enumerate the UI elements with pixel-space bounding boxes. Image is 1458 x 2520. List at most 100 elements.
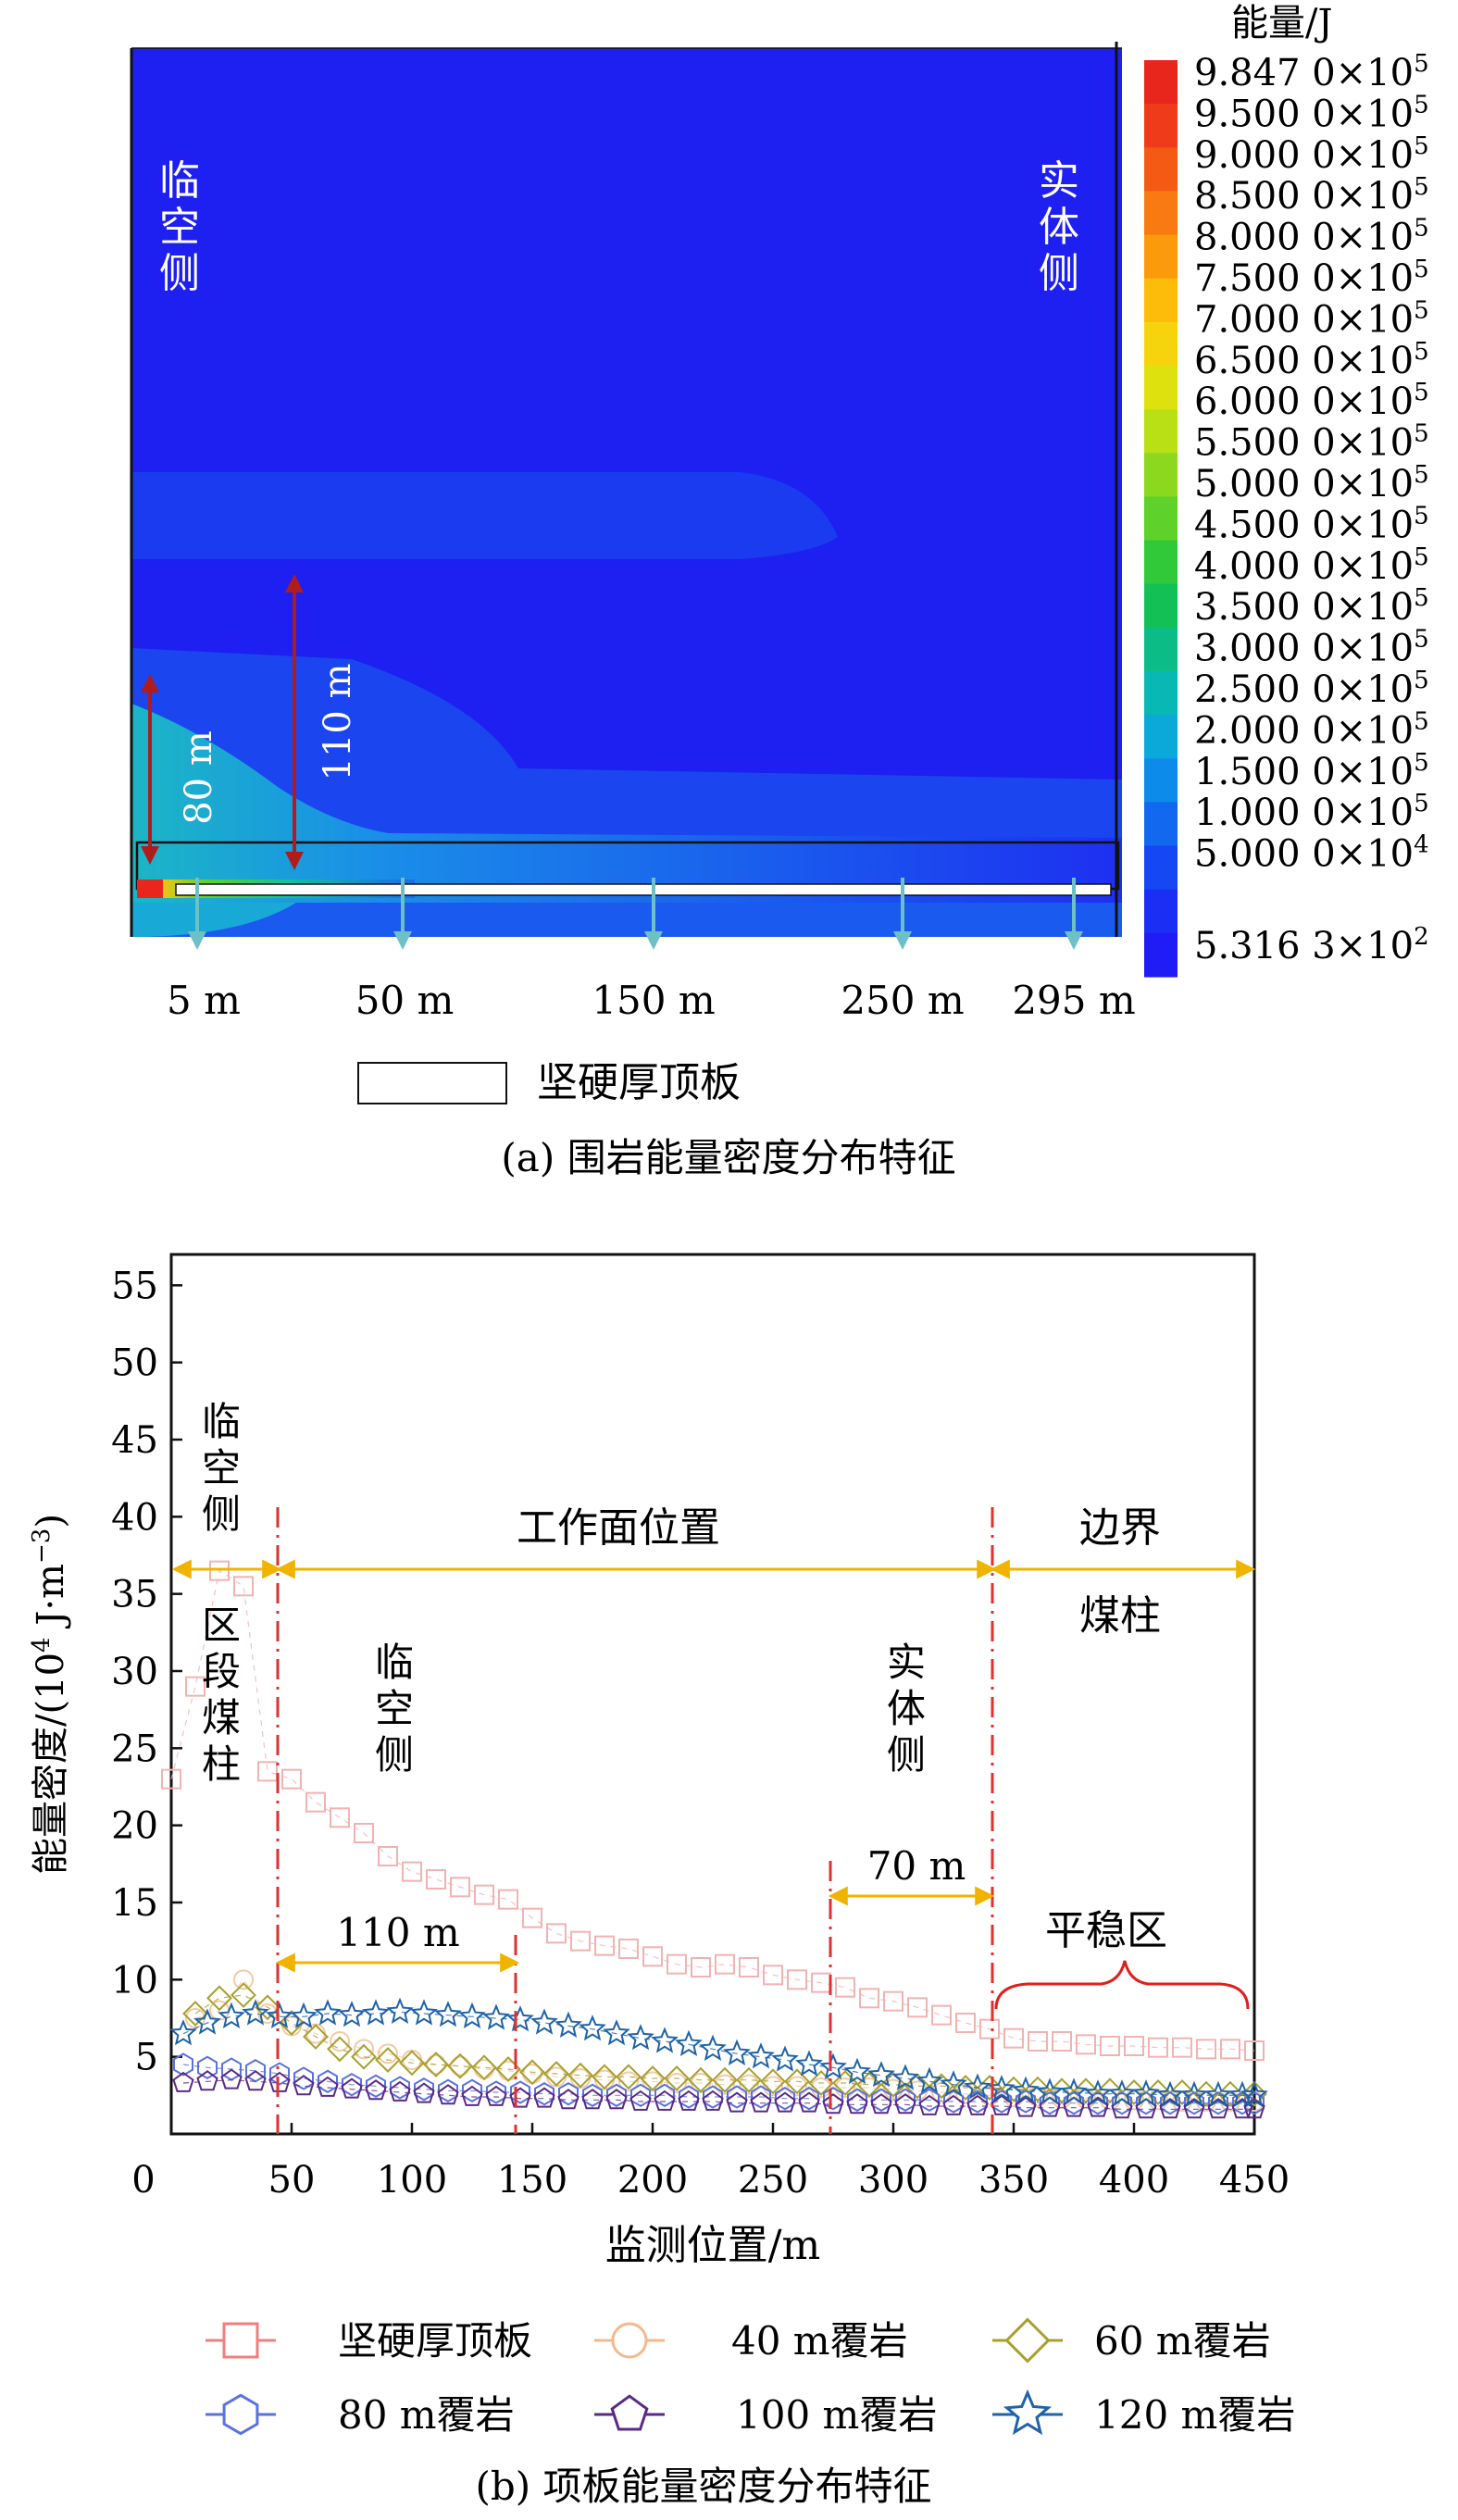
- series-2-point-35: [1025, 2076, 1051, 2102]
- series-0-point-25: [763, 1965, 783, 1986]
- colorbar-label-6: 7.000 0×105: [1194, 296, 1429, 341]
- x-tick-label-5: 250: [738, 2159, 808, 2202]
- series-3-point-35: [1016, 2090, 1036, 2114]
- series-5-point-24: [747, 2042, 775, 2069]
- series-5-point-4: [266, 2002, 293, 2029]
- annot-gong-zuo-mian: 工作面位置: [517, 1504, 720, 1552]
- legend-marker-0: [222, 2322, 259, 2359]
- series-0-point-34: [979, 2018, 1000, 2040]
- colorbar-swatch-11: [1144, 540, 1178, 585]
- series-4-point-21: [678, 2090, 700, 2111]
- gob: [175, 883, 1112, 896]
- series-3-point-0: [173, 2052, 193, 2077]
- series-2-point-38: [1097, 2077, 1123, 2104]
- contour-zone: [131, 704, 1122, 937]
- series-2-point-25: [784, 2068, 810, 2095]
- colorbar-label-9: 5.500 0×105: [1194, 420, 1429, 465]
- series-5-point-11: [434, 2001, 462, 2027]
- series-4-point-4: [268, 2071, 291, 2092]
- colorbar-swatch-0: [1144, 60, 1178, 105]
- x-tick-label-0: 0: [131, 2159, 155, 2202]
- colorbar-swatch-2: [1144, 147, 1178, 193]
- series-4-point-45: [1243, 2098, 1265, 2119]
- series-1-point-24: [763, 2076, 783, 2097]
- colorbar-label-16: 2.000 0×105: [1194, 707, 1429, 752]
- series-2-point-22: [712, 2066, 738, 2093]
- series-2-point-40: [1145, 2079, 1171, 2105]
- series-5-point-10: [410, 1999, 438, 2026]
- contour-upper: [131, 472, 838, 559]
- colorbar-label-11: 4.500 0×105: [1194, 502, 1429, 546]
- colorbar-swatch-17: [1144, 802, 1178, 847]
- series-0-point-1: [185, 1676, 206, 1697]
- series-0-point-29: [859, 1988, 879, 2009]
- arrow-110m-label: 110 m: [317, 664, 359, 781]
- series-layer: [161, 1560, 1268, 2119]
- series-4-point-44: [1231, 2098, 1253, 2119]
- series-2-point-10: [423, 2052, 449, 2077]
- plot-frame: [169, 1253, 1256, 2136]
- series-4-point-8: [365, 2079, 387, 2101]
- series-5-point-42: [1180, 2080, 1208, 2108]
- series-4-point-15: [533, 2087, 555, 2108]
- series-5-point-23: [723, 2039, 751, 2066]
- series-0-point-15: [522, 1907, 542, 1928]
- series-0-point-8: [354, 1823, 374, 1843]
- series-5-line: [182, 2011, 1254, 2096]
- legend-label-2: 60 m覆岩: [1094, 2318, 1271, 2364]
- series-0: [161, 1560, 1265, 2061]
- colorbar-swatch-8: [1144, 409, 1178, 454]
- series-5-point-27: [819, 2052, 847, 2080]
- stable-zone-brace: [994, 1960, 1250, 2010]
- y-tick-label-9: 50: [111, 1342, 158, 1385]
- annot-qu-duan-mei-zhu: 区段煤柱: [202, 1603, 241, 1787]
- series-1-point-6: [330, 2031, 350, 2052]
- position-label-3: 250 m: [841, 978, 964, 1023]
- colorbar-label-2: 9.000 0×105: [1194, 132, 1429, 177]
- series-0-point-24: [739, 1957, 759, 1977]
- series-3-point-29: [871, 2088, 891, 2112]
- right-side-label: 实体侧: [1039, 157, 1079, 297]
- y-tick-label-1: 10: [111, 1959, 158, 2002]
- series-4-point-19: [629, 2090, 652, 2111]
- series-4-point-23: [726, 2091, 748, 2113]
- series-4-point-0: [172, 2071, 194, 2092]
- colorbar-label-18: 1.000 0×105: [1194, 790, 1429, 834]
- series-0-point-41: [1148, 2037, 1168, 2058]
- series-3-point-28: [847, 2088, 867, 2112]
- legend: 坚硬厚顶板 40 m覆岩 60 m覆岩 80 m覆岩 100 m覆岩 120 m覆岩: [206, 2317, 1295, 2438]
- series-1-point-23: [739, 2074, 759, 2095]
- series-2-point-9: [399, 2050, 425, 2077]
- colorbar-swatch-10: [1144, 496, 1178, 542]
- colorbar-swatch-6: [1144, 321, 1178, 367]
- series-5-point-45: [1240, 2080, 1268, 2108]
- series-3-point-25: [775, 2087, 795, 2111]
- series-0-point-31: [907, 1997, 928, 2018]
- series-4-point-16: [557, 2089, 579, 2110]
- series-3-point-26: [799, 2087, 819, 2111]
- series-4-point-14: [509, 2087, 531, 2108]
- series-4-point-6: [317, 2076, 339, 2097]
- series-1-point-25: [787, 2076, 807, 2097]
- colorbar-label-12: 4.000 0×105: [1194, 543, 1429, 588]
- series-2-point-29: [880, 2071, 906, 2098]
- series-5-point-20: [651, 2027, 679, 2053]
- series-2-point-41: [1169, 2079, 1195, 2105]
- series-5-point-39: [1108, 2079, 1136, 2106]
- series-5-point-30: [891, 2064, 919, 2090]
- legend-label-0: 坚硬厚顶板: [338, 2318, 532, 2364]
- series-5: [169, 1997, 1268, 2108]
- x-tick-label-1: 50: [268, 2159, 316, 2202]
- series-5-point-15: [530, 2008, 558, 2035]
- series-0-point-11: [426, 1869, 446, 1890]
- series-4-point-38: [1087, 2096, 1109, 2117]
- panel-a-caption: (a) 围岩能量密度分布特征: [501, 1135, 955, 1180]
- x-tick-label-4: 200: [617, 2159, 688, 2202]
- x-tick-label-9: 450: [1219, 2159, 1290, 2202]
- x-tick-label-7: 350: [978, 2159, 1049, 2202]
- series-5-point-14: [506, 2005, 534, 2032]
- series-1-point-29: [883, 2078, 903, 2100]
- series-5-point-22: [699, 2034, 727, 2062]
- series-4-point-18: [605, 2089, 628, 2110]
